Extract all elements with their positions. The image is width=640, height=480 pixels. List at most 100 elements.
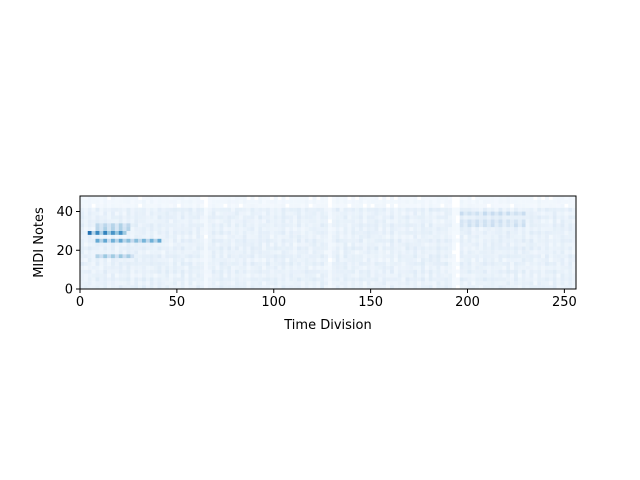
heatmap-cell [114, 227, 119, 231]
heatmap-cell [176, 250, 181, 255]
heatmap-cell [312, 215, 317, 220]
heatmap-cell [95, 281, 100, 286]
heatmap-cell [114, 273, 119, 278]
heatmap-cell [153, 269, 158, 274]
heatmap-cell [390, 250, 394, 255]
heatmap-cell [386, 261, 391, 266]
heatmap-cell [343, 227, 348, 231]
heatmap-cell [242, 227, 247, 231]
heatmap-cell [490, 227, 495, 231]
heatmap-cell [169, 196, 174, 200]
heatmap-cell [99, 258, 104, 262]
heatmap-cell [537, 215, 542, 220]
heatmap-cell [471, 250, 476, 255]
heatmap-cell [382, 254, 387, 259]
heatmap-cell [401, 219, 406, 224]
heatmap-cell [378, 265, 383, 270]
heatmap-cell [486, 238, 491, 243]
heatmap-cell [409, 281, 414, 286]
heatmap-cell [238, 250, 243, 255]
heatmap-cell [300, 258, 305, 262]
heatmap-cell [440, 196, 445, 200]
heatmap-cell [254, 246, 259, 251]
heatmap-cell [312, 277, 317, 282]
heatmap-cell [390, 254, 394, 259]
heatmap-cell [238, 207, 243, 212]
heatmap-cell [424, 196, 429, 200]
heatmap-cell [188, 207, 193, 212]
heatmap-cell [145, 250, 150, 255]
heatmap-cell [211, 196, 216, 200]
heatmap-cell [506, 269, 511, 274]
heatmap-cell [200, 234, 205, 239]
heatmap-cell [269, 277, 274, 282]
heatmap-cell [262, 250, 267, 255]
heatmap-cell [545, 223, 549, 228]
heatmap-cell [382, 265, 387, 270]
heatmap-cell [331, 273, 336, 278]
heatmap-cell [417, 261, 422, 266]
heatmap-cell [483, 261, 487, 266]
heatmap-cell [95, 250, 100, 255]
heatmap-cell [192, 246, 197, 251]
x-tick-label: 200 [455, 295, 480, 310]
heatmap-cell [471, 246, 476, 251]
heatmap-cell [211, 219, 216, 224]
heatmap-cell [196, 285, 201, 290]
heatmap-cell [428, 219, 433, 224]
heatmap-cell [200, 281, 205, 286]
heatmap-cell [107, 230, 112, 235]
heatmap-cell [417, 254, 422, 259]
heatmap-cell [490, 242, 495, 247]
heatmap-cell [432, 219, 437, 224]
heatmap-cell [467, 215, 472, 220]
heatmap-cell [169, 219, 174, 224]
heatmap-cell [486, 277, 491, 282]
heatmap-cell [331, 196, 336, 200]
heatmap-cell [421, 261, 425, 266]
heatmap-cell [424, 230, 429, 235]
heatmap-cell [297, 207, 301, 212]
heatmap-cell [572, 238, 577, 243]
heatmap-cell [409, 258, 414, 262]
heatmap-cell [180, 261, 185, 266]
heatmap-cell [87, 261, 92, 266]
heatmap-cell [157, 281, 162, 286]
heatmap-cell [262, 258, 267, 262]
heatmap-cell [289, 246, 294, 251]
heatmap-cell [560, 199, 565, 204]
heatmap-cell [277, 207, 282, 212]
heatmap-cell [382, 196, 387, 200]
heatmap-cell [533, 273, 538, 278]
heatmap-cell [486, 215, 491, 220]
heatmap-cell [409, 238, 414, 243]
heatmap-cell [207, 234, 212, 239]
heatmap-cell [204, 277, 208, 282]
heatmap-cell [83, 203, 88, 208]
heatmap-cell [107, 277, 112, 282]
heatmap-cell [114, 219, 119, 224]
heatmap-cell [238, 238, 243, 243]
heatmap-cell [444, 242, 449, 247]
heatmap-cell [405, 199, 410, 204]
heatmap-cell [188, 234, 193, 239]
heatmap-cell [359, 273, 363, 278]
heatmap-cell [564, 250, 569, 255]
heatmap-cell [339, 223, 344, 228]
heatmap-cell [432, 269, 437, 274]
heatmap-cell [339, 227, 344, 231]
heatmap-cell [103, 273, 108, 278]
heatmap-cell [417, 238, 422, 243]
heatmap-cell [502, 254, 507, 259]
heatmap-cell [103, 246, 108, 251]
heatmap-cell [328, 273, 332, 278]
heatmap-cell [308, 223, 313, 228]
heatmap-cell [211, 203, 216, 208]
heatmap-cell [289, 199, 294, 204]
heatmap-cell [382, 258, 387, 262]
heatmap-cell [169, 223, 174, 228]
heatmap-cell [87, 254, 92, 259]
heatmap-cell [308, 250, 313, 255]
heatmap-cell [320, 215, 325, 220]
heatmap-cell [483, 196, 487, 200]
